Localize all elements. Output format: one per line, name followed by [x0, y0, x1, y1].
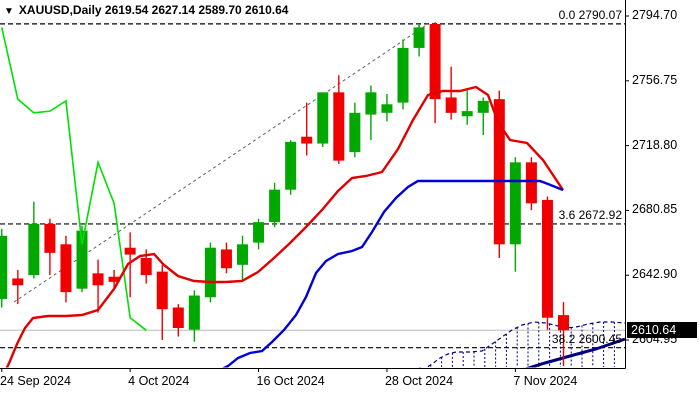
- candle-body: [204, 247, 216, 298]
- candle-body: [269, 189, 281, 223]
- tenkan-sen-line: [5, 85, 564, 368]
- trendline[interactable]: [13, 23, 429, 303]
- fib-level-label: 38.2 2600.45: [551, 331, 622, 346]
- candle-body: [558, 315, 569, 331]
- candle-body: [0, 235, 8, 299]
- senkou-span-a-line: [525, 337, 625, 368]
- candle-body: [12, 278, 24, 286]
- candle-body: [445, 97, 457, 113]
- candle-body: [172, 307, 184, 328]
- candle-body: [509, 162, 521, 245]
- kijun-sen-line: [222, 179, 564, 368]
- candle-body: [317, 92, 329, 144]
- candle-body: [188, 295, 200, 330]
- candle-body: [525, 162, 537, 204]
- senkou-span-b-line: [425, 321, 625, 368]
- price-axis-label: 2794.70: [632, 8, 678, 22]
- date-axis-label: 7 Nov 2024: [513, 374, 578, 388]
- chevron-down-icon[interactable]: ▼: [4, 6, 14, 17]
- candle-body: [413, 27, 425, 48]
- candle-body: [397, 47, 409, 103]
- date-axis-label: 28 Oct 2024: [384, 374, 454, 388]
- date-axis-label: 4 Oct 2024: [128, 374, 190, 388]
- candle-body: [333, 92, 345, 161]
- candle-body: [365, 92, 377, 115]
- candle-body: [76, 230, 88, 289]
- candle-body: [253, 222, 265, 243]
- price-axis-label: 2680.85: [632, 202, 678, 217]
- candle-body: [60, 244, 72, 293]
- candle-body: [493, 99, 505, 245]
- plot-area: [0, 22, 625, 368]
- candle-body: [301, 136, 313, 144]
- candle-body: [237, 244, 248, 265]
- candle-body: [381, 104, 393, 113]
- candle-body: [140, 257, 152, 276]
- candle-body: [349, 112, 361, 153]
- candle-body: [461, 111, 473, 117]
- candle-body: [108, 276, 120, 282]
- current-price-badge: 2610.64: [627, 322, 697, 338]
- date-axis-label: 16 Oct 2024: [256, 374, 325, 388]
- symbol-ohlc-line: ▼ XAUUSD,Daily 2619.54 2627.14 2589.70 26…: [4, 3, 288, 17]
- candle-body: [541, 199, 553, 318]
- candle-body: [92, 273, 104, 286]
- price-axis-label: 2756.75: [632, 72, 678, 87]
- candle-body: [477, 100, 489, 113]
- candle-body: [285, 141, 297, 190]
- fib-level-label: 0.0 2790.07: [558, 7, 622, 22]
- fib-level-label: 3.6 2672.92: [558, 207, 622, 222]
- chikou-span-line: [0, 27, 147, 331]
- candle-body: [28, 223, 40, 276]
- symbol-ohlc-text: XAUUSD,Daily 2619.54 2627.14 2589.70 261…: [18, 3, 289, 17]
- candle-body: [44, 223, 56, 253]
- date-axis-label: 24 Sep 2024: [0, 374, 71, 388]
- price-axis-label: 2642.90: [632, 267, 678, 282]
- candle-body: [156, 271, 168, 310]
- candle-body: [124, 247, 136, 255]
- price-axis-label: 2718.80: [632, 137, 678, 152]
- candle-body: [220, 249, 232, 269]
- candle-body: [429, 24, 441, 100]
